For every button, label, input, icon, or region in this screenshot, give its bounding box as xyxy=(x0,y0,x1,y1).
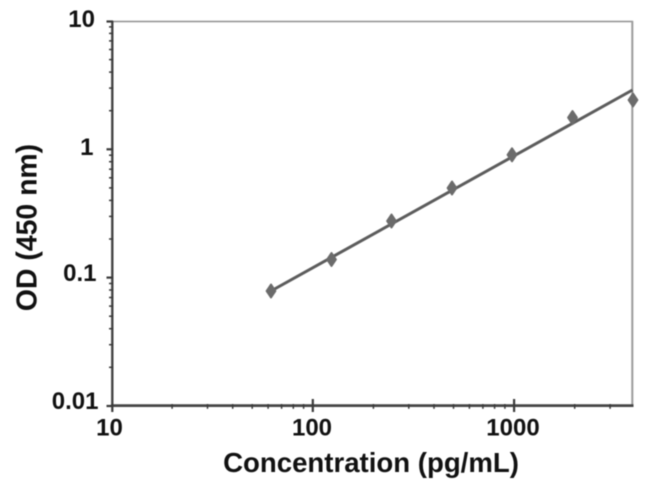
svg-text:1000: 1000 xyxy=(486,415,539,442)
svg-text:10: 10 xyxy=(68,6,95,33)
svg-text:0.01: 0.01 xyxy=(52,388,99,415)
svg-text:Concentration (pg/mL): Concentration (pg/mL) xyxy=(223,447,519,478)
svg-text:100: 100 xyxy=(292,415,332,442)
svg-text:1: 1 xyxy=(80,134,93,161)
svg-text:OD (450 nm): OD (450 nm) xyxy=(12,144,44,311)
svg-text:0.1: 0.1 xyxy=(63,260,96,287)
svg-text:10: 10 xyxy=(96,415,123,442)
